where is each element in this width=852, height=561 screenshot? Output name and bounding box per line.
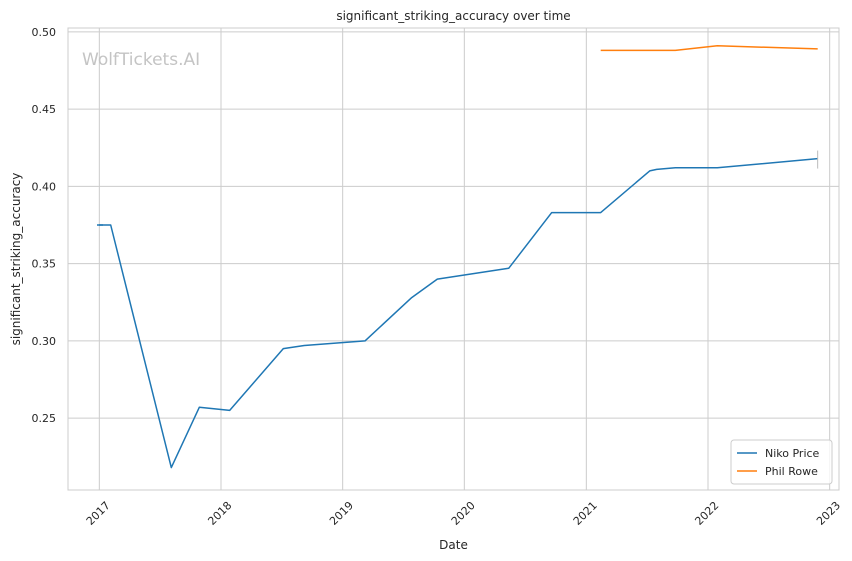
y-axis-ticks: 0.25 0.30 0.35 0.40 0.45 0.50 bbox=[32, 26, 57, 425]
legend: Niko Price Phil Rowe bbox=[730, 439, 833, 485]
y-tick-label: 0.45 bbox=[32, 103, 57, 116]
chart-title: significant_striking_accuracy over time bbox=[336, 9, 570, 23]
x-tick-label: 2022 bbox=[692, 499, 721, 528]
y-tick-label: 0.40 bbox=[32, 180, 57, 193]
legend-label: Phil Rowe bbox=[765, 465, 818, 478]
x-axis-ticks: 2017 2018 2019 2020 2021 2022 2023 bbox=[84, 499, 843, 528]
series-line bbox=[99, 157, 818, 469]
series-layer bbox=[97, 45, 819, 469]
x-tick-label: 2020 bbox=[449, 499, 478, 528]
series-line bbox=[600, 45, 818, 52]
legend-label: Niko Price bbox=[765, 447, 820, 460]
grid bbox=[68, 28, 839, 490]
y-tick-label: 0.25 bbox=[32, 412, 57, 425]
y-tick-label: 0.35 bbox=[32, 258, 57, 271]
x-tick-label: 2021 bbox=[571, 499, 600, 528]
y-tick-label: 0.50 bbox=[32, 26, 57, 39]
plot-area bbox=[67, 27, 840, 491]
x-tick-label: 2019 bbox=[327, 499, 356, 528]
x-tick-label: 2023 bbox=[814, 499, 843, 528]
x-tick-label: 2017 bbox=[84, 499, 113, 528]
y-axis-label: significant_striking_accuracy bbox=[9, 173, 23, 346]
x-axis-label: Date bbox=[439, 538, 468, 552]
legend-box bbox=[730, 439, 833, 485]
y-tick-label: 0.30 bbox=[32, 335, 57, 348]
x-tick-label: 2018 bbox=[205, 499, 234, 528]
watermark-text: WolfTickets.AI bbox=[82, 50, 200, 70]
